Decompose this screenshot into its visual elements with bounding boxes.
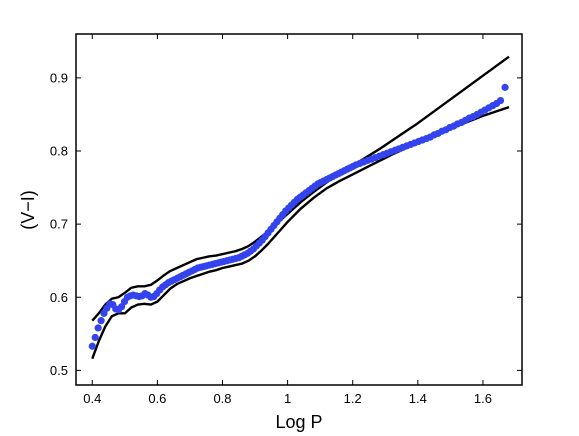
data-point [501, 83, 509, 91]
data-point [94, 324, 102, 332]
y-tick-label: 0.7 [50, 217, 68, 232]
y-tick-label: 0.5 [50, 363, 68, 378]
x-axis-label: Log P [275, 412, 322, 432]
x-tick-label: 1.2 [344, 391, 362, 406]
y-tick-label: 0.8 [50, 144, 68, 159]
x-tick-label: 1.6 [474, 391, 492, 406]
y-axis-label: (V−I) [18, 190, 38, 230]
data-point [88, 342, 96, 350]
data-point [91, 333, 99, 342]
x-tick-label: 0.4 [83, 391, 101, 406]
x-axis-ticks: 0.4 0.6 0.8 1 1.2 1.4 1.6 [83, 34, 492, 406]
points-layer [88, 83, 509, 350]
upper-bound-line [91, 55, 510, 322]
x-tick-label: 1 [284, 391, 291, 406]
data-point [496, 96, 505, 105]
y-tick-label: 0.6 [50, 290, 68, 305]
x-tick-label: 0.6 [148, 391, 166, 406]
x-tick-label: 1.4 [409, 391, 427, 406]
y-axis-ticks: 0.5 0.6 0.7 0.8 0.9 [50, 70, 522, 378]
y-tick-label: 0.9 [50, 70, 68, 85]
x-tick-label: 0.8 [213, 391, 231, 406]
data-point [97, 317, 105, 325]
